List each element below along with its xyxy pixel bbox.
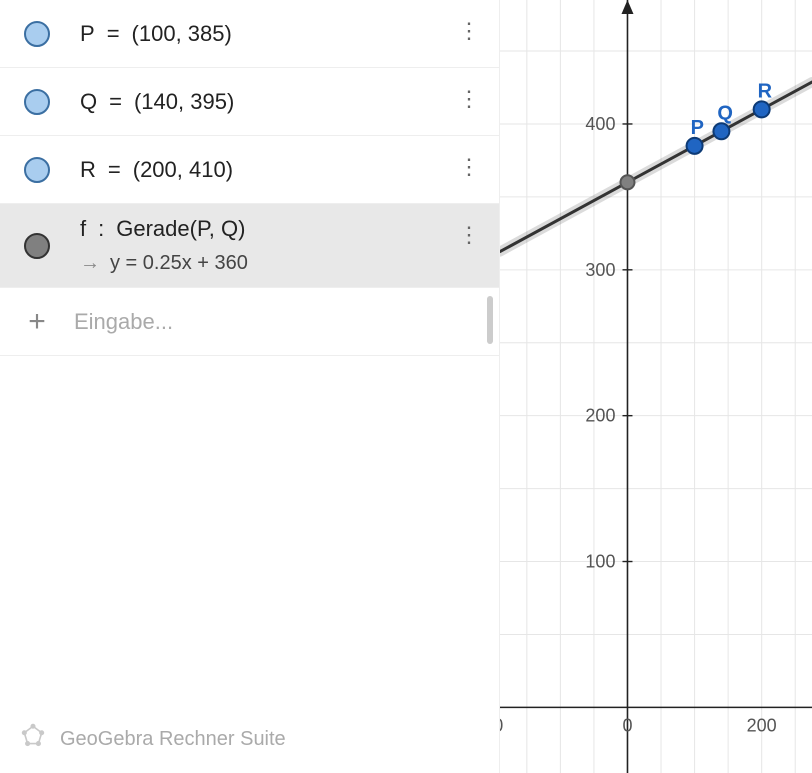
object-relation: = <box>109 89 122 115</box>
point-anonymous[interactable] <box>620 175 634 189</box>
algebra-input[interactable] <box>74 309 499 335</box>
point-label: Q <box>717 102 733 124</box>
algebra-row[interactable]: R = (200, 410) ⋮ <box>0 136 499 204</box>
x-tick-label: 0 <box>622 715 632 735</box>
object-name: Q <box>80 89 97 115</box>
arrow-icon: → <box>80 252 100 275</box>
row-menu-button[interactable]: ⋮ <box>454 16 484 46</box>
graph-canvas[interactable]: 000200100200300400PQR <box>500 0 812 773</box>
object-relation: = <box>108 157 121 183</box>
y-tick-label: 300 <box>585 260 615 280</box>
row-menu-button[interactable]: ⋮ <box>454 220 484 250</box>
point-label: P <box>691 117 704 139</box>
object-value: (200, 410) <box>133 157 233 183</box>
object-value: (100, 385) <box>132 21 232 47</box>
geogebra-logo-icon <box>20 723 46 755</box>
visibility-bullet-icon <box>24 157 50 183</box>
app-root: P=(100, 385)⋮Q=(140, 395)⋮R=(200, 410)⋮f… <box>0 0 812 773</box>
scrollbar-thumb[interactable] <box>487 296 493 344</box>
algebra-row-content[interactable]: Q = (140, 395) <box>74 68 439 135</box>
algebra-rows-container: P=(100, 385)⋮Q=(140, 395)⋮R=(200, 410)⋮f… <box>0 0 499 288</box>
object-name: f <box>80 216 86 242</box>
add-icon[interactable]: + <box>0 305 74 339</box>
object-value: Gerade(P, Q) <box>116 216 245 242</box>
algebra-row-definition: f: Gerade(P, Q) <box>80 216 433 242</box>
point-label: R <box>758 80 773 102</box>
algebra-row-content[interactable]: R = (200, 410) <box>74 136 439 203</box>
visibility-bullet-icon <box>24 233 50 259</box>
algebra-row-definition: P = (100, 385) <box>80 21 433 47</box>
object-relation: = <box>107 21 120 47</box>
object-visibility-toggle[interactable] <box>0 0 74 67</box>
algebra-row[interactable]: P = (100, 385) ⋮ <box>0 0 499 68</box>
algebra-sidebar: P=(100, 385)⋮Q=(140, 395)⋮R=(200, 410)⋮f… <box>0 0 500 773</box>
object-output-value: y = 0.25x + 360 <box>110 252 248 275</box>
algebra-row-content[interactable]: P = (100, 385) <box>74 0 439 67</box>
x-tick-label: 00 <box>500 715 503 735</box>
y-tick-label: 400 <box>585 114 615 134</box>
algebra-row[interactable]: Q = (140, 395) ⋮ <box>0 68 499 136</box>
y-tick-label: 200 <box>585 406 615 426</box>
object-visibility-toggle[interactable] <box>0 68 74 135</box>
algebra-row-definition: Q = (140, 395) <box>80 89 433 115</box>
algebra-row-definition: R = (200, 410) <box>80 157 433 183</box>
y-tick-label: 100 <box>585 552 615 572</box>
footer-text: GeoGebra Rechner Suite <box>60 728 286 751</box>
kebab-icon: ⋮ <box>458 154 480 180</box>
algebra-row-content[interactable]: f: Gerade(P, Q) → y = 0.25x + 360 <box>74 204 439 287</box>
algebra-row-output: → y = 0.25x + 360 <box>80 252 433 275</box>
kebab-icon: ⋮ <box>458 86 480 112</box>
row-menu-button[interactable]: ⋮ <box>454 84 484 114</box>
x-tick-label: 200 <box>747 715 777 735</box>
row-menu-button[interactable]: ⋮ <box>454 152 484 182</box>
visibility-bullet-icon <box>24 89 50 115</box>
algebra-input-row: + <box>0 288 499 356</box>
object-name: P <box>80 21 95 47</box>
graph-svg: 000200100200300400PQR <box>500 0 812 773</box>
object-value: (140, 395) <box>134 89 234 115</box>
object-name: R <box>80 157 96 183</box>
kebab-icon: ⋮ <box>458 222 480 248</box>
object-relation: : <box>98 216 104 242</box>
algebra-row[interactable]: f: Gerade(P, Q) → y = 0.25x + 360 ⋮ <box>0 204 499 288</box>
object-visibility-toggle[interactable] <box>0 204 74 287</box>
visibility-bullet-icon <box>24 21 50 47</box>
kebab-icon: ⋮ <box>458 18 480 44</box>
footer: GeoGebra Rechner Suite <box>0 705 499 773</box>
object-visibility-toggle[interactable] <box>0 136 74 203</box>
